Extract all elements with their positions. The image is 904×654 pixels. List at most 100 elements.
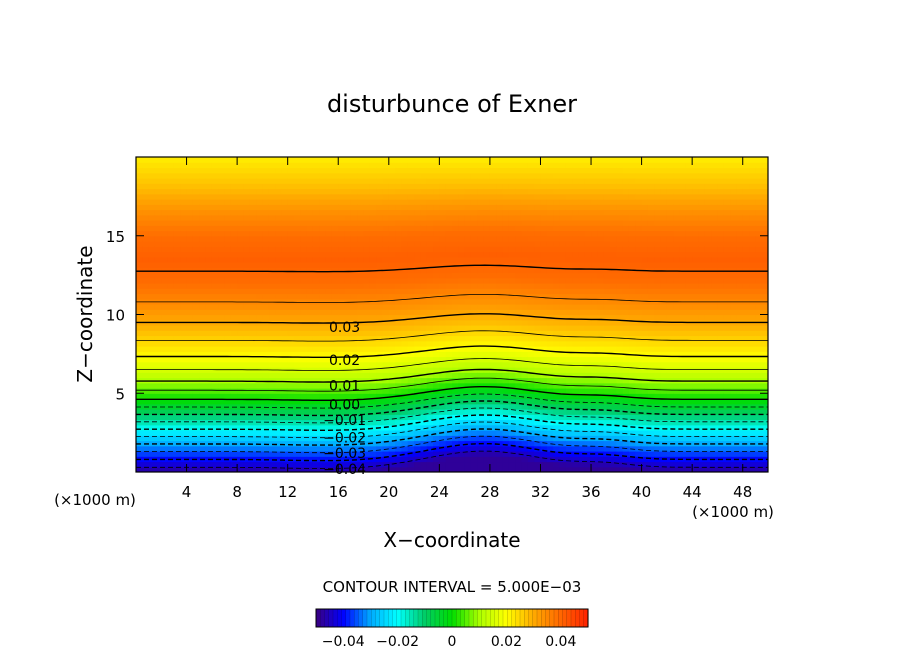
contour-cell	[363, 230, 371, 237]
contour-cell	[350, 398, 358, 405]
contour-cell	[186, 225, 194, 232]
contour-cell	[180, 340, 188, 347]
contour-cell	[635, 209, 643, 216]
contour-cell	[395, 204, 403, 211]
contour-cell	[325, 246, 333, 253]
contour-cell	[256, 330, 263, 337]
contour-cell	[433, 193, 440, 200]
contour-cell	[180, 157, 188, 163]
contour-cell	[312, 398, 320, 405]
contour-cell	[281, 466, 289, 472]
contour-cell	[584, 430, 592, 436]
contour-cell	[439, 419, 447, 426]
contour-cell	[224, 178, 232, 184]
contour-cell	[344, 356, 352, 363]
contour-cell	[173, 388, 181, 394]
contour-cell	[452, 419, 459, 426]
contour-cell	[635, 309, 643, 316]
contour-cell	[281, 157, 289, 163]
contour-cell	[249, 172, 257, 179]
contour-cell	[591, 419, 598, 426]
contour-cell	[603, 330, 611, 337]
contour-cell	[369, 414, 377, 421]
contour-cell	[622, 466, 630, 472]
contour-cell	[426, 409, 434, 415]
contour-cell	[622, 414, 630, 421]
contour-cell	[388, 466, 396, 472]
contour-cell	[534, 272, 542, 279]
contour-cell	[489, 167, 497, 174]
contour-cell	[338, 461, 346, 468]
contour-cell	[167, 183, 175, 190]
contour-cell	[527, 188, 535, 195]
contour-cell	[622, 430, 630, 436]
contour-cell	[603, 382, 611, 389]
contour-cell	[597, 361, 605, 368]
contour-cell	[395, 461, 403, 468]
contour-cell	[540, 267, 548, 274]
contour-cell	[616, 288, 624, 295]
contour-cell	[154, 214, 162, 221]
contour-cell	[249, 235, 257, 242]
contour-cell	[546, 414, 554, 421]
contour-cell	[186, 435, 194, 442]
contour-cell	[205, 361, 213, 368]
contour-cell	[407, 393, 415, 400]
contour-cell	[224, 283, 232, 289]
contour-cell	[205, 398, 213, 405]
contour-cell	[439, 162, 447, 169]
contour-cell	[211, 393, 219, 400]
contour-cell	[635, 340, 643, 347]
contour-cell	[300, 409, 308, 415]
contour-cell	[426, 351, 434, 358]
contour-cell	[268, 351, 276, 358]
contour-cell	[344, 351, 352, 358]
contour-cell	[363, 419, 371, 426]
contour-cell	[300, 466, 308, 472]
contour-cell	[426, 288, 434, 295]
contour-cell	[559, 414, 567, 421]
contour-cell	[458, 214, 466, 221]
contour-cell	[350, 256, 358, 263]
contour-cell	[572, 424, 579, 431]
contour-cell	[382, 356, 390, 363]
contour-cell	[445, 183, 453, 190]
contour-cell	[218, 451, 226, 457]
contour-cell	[186, 393, 194, 400]
contour-cell	[300, 414, 308, 421]
contour-cell	[546, 214, 554, 221]
contour-cell	[376, 351, 384, 358]
contour-cell	[237, 172, 245, 179]
contour-cell	[445, 409, 453, 415]
contour-cell	[502, 241, 510, 247]
contour-cell	[534, 456, 542, 463]
contour-cell	[647, 424, 655, 431]
contour-cell	[312, 435, 320, 442]
contour-cell	[597, 241, 605, 247]
contour-cell	[452, 466, 459, 472]
contour-cell	[452, 214, 459, 221]
contour-cell	[565, 309, 573, 316]
contour-cell	[325, 393, 333, 400]
contour-cell	[173, 466, 181, 472]
contour-cell	[211, 403, 219, 410]
contour-cell	[294, 209, 301, 216]
contour-cell	[268, 220, 276, 226]
contour-cell	[452, 235, 459, 242]
contour-cell	[306, 330, 314, 337]
contour-cell	[534, 298, 542, 305]
contour-cell	[401, 167, 409, 174]
contour-cell	[546, 272, 554, 279]
contour-cell	[268, 403, 276, 410]
contour-cell	[414, 298, 421, 305]
contour-cell	[597, 283, 605, 289]
contour-cell	[338, 314, 346, 321]
contour-cell	[237, 178, 245, 184]
contour-cell	[192, 157, 200, 163]
contour-cell	[350, 241, 358, 247]
contour-cell	[338, 167, 346, 174]
contour-cell	[376, 398, 384, 405]
contour-cell	[496, 314, 504, 321]
contour-cell	[401, 230, 409, 237]
contour-cell	[199, 393, 207, 400]
